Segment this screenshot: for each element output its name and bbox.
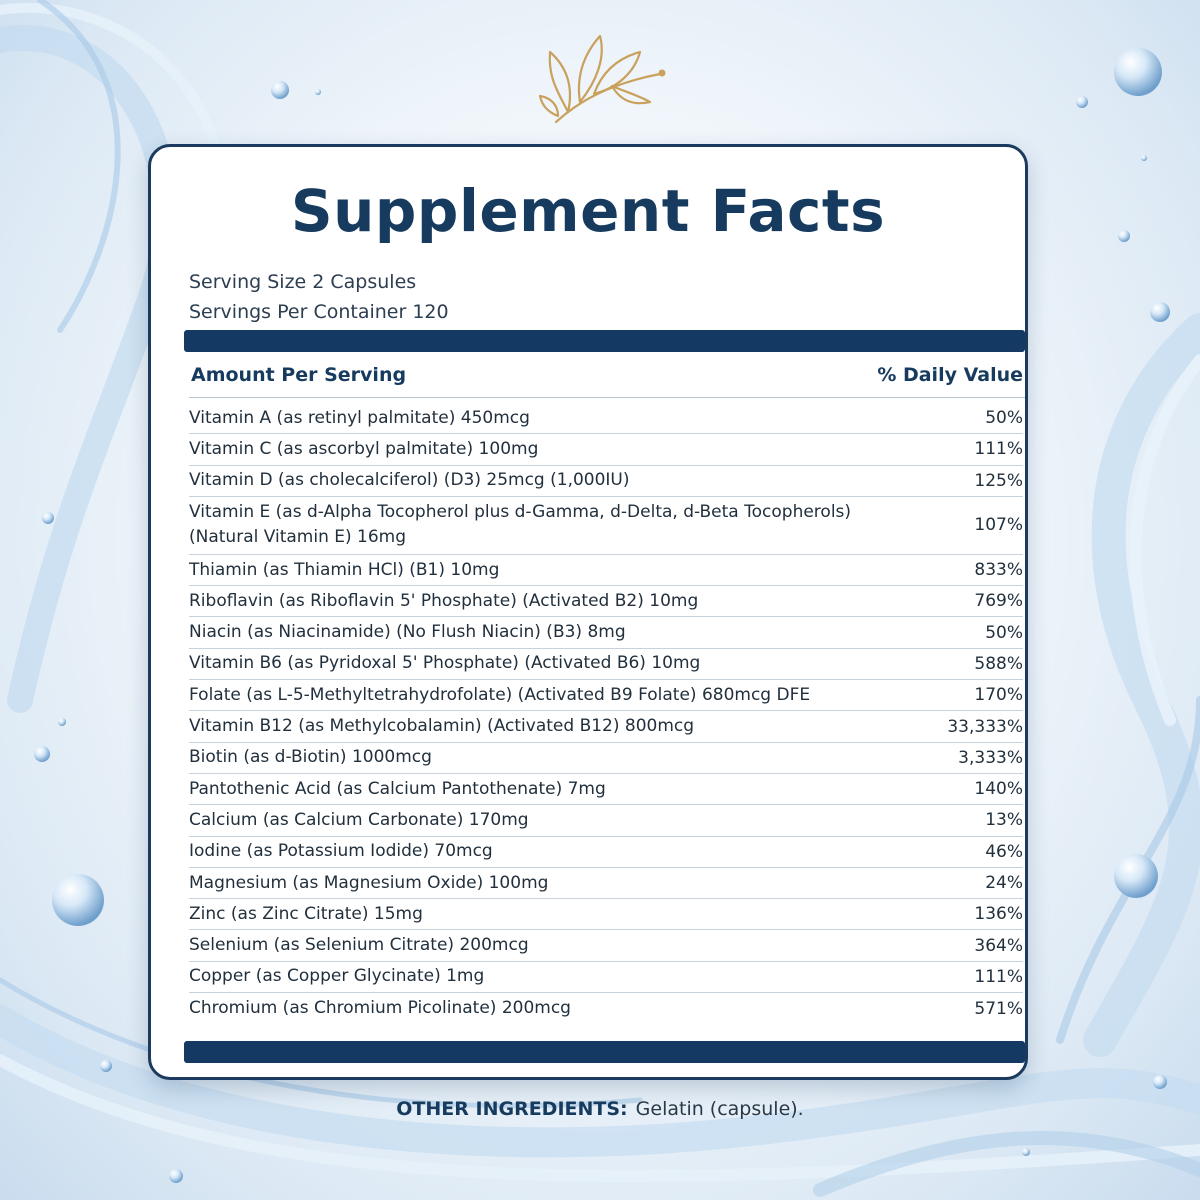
nutrient-dv: 46% xyxy=(985,841,1023,862)
table-row: Vitamin A (as retinyl palmitate) 450mcg 5… xyxy=(189,403,1023,435)
nutrient-name: Vitamin D (as cholecalciferol) (D3) 25mc… xyxy=(189,470,630,491)
table-row: Thiamin (as Thiamin HCl) (B1) 10mg 833% xyxy=(189,555,1023,587)
thick-rule-top xyxy=(184,330,1025,352)
table-row: Niacin (as Niacinamide) (No Flush Niacin… xyxy=(189,617,1023,649)
supplement-facts-panel: Supplement Facts Serving Size 2 Capsules… xyxy=(148,144,1028,1080)
nutrient-dv: 125% xyxy=(974,470,1023,491)
table-row: Folate (as L-5-Methyltetrahydrofolate) (… xyxy=(189,680,1023,712)
thick-rule-bottom xyxy=(184,1041,1025,1063)
nutrient-name: Thiamin (as Thiamin HCl) (B1) 10mg xyxy=(189,559,500,580)
nutrient-name: Niacin (as Niacinamide) (No Flush Niacin… xyxy=(189,622,626,643)
nutrient-dv: 588% xyxy=(974,653,1023,674)
nutrient-dv: 24% xyxy=(985,873,1023,893)
nutrient-dv: 140% xyxy=(974,779,1023,800)
nutrient-name: Vitamin C (as ascorbyl palmitate) 100mg xyxy=(189,438,539,459)
table-row: Vitamin E (as d-Alpha Tocopherol plus d-… xyxy=(189,497,1023,555)
nutrient-name: Vitamin B12 (as Methylcobalamin) (Activa… xyxy=(189,716,695,737)
nutrient-dv: 769% xyxy=(974,591,1023,612)
nutrient-dv: 571% xyxy=(974,998,1023,1019)
table-row: Iodine (as Potassium Iodide) 70mcg 46% xyxy=(189,837,1023,868)
table-row: Riboflavin (as Riboflavin 5' Phosphate) … xyxy=(189,586,1023,618)
nutrient-dv: 50% xyxy=(985,408,1023,429)
nutrient-dv: 13% xyxy=(985,810,1023,831)
nutrient-name: Folate (as L-5-Methyltetrahydrofolate) (… xyxy=(189,684,811,705)
nutrient-name: Calcium (as Calcium Carbonate) 170mg xyxy=(189,809,529,830)
nutrient-name: Iodine (as Potassium Iodide) 70mcg xyxy=(189,841,493,862)
table-row: Vitamin B12 (as Methylcobalamin) (Activa… xyxy=(189,711,1023,743)
servings-per-container: Servings Per Container 120 xyxy=(189,301,449,323)
other-ingredients-text: Gelatin (capsule). xyxy=(635,1098,804,1120)
table-row: Biotin (as d-Biotin) 1000mcg 3,333% xyxy=(189,743,1023,774)
nutrient-name: Biotin (as d-Biotin) 1000mcg xyxy=(189,747,432,768)
table-row: Zinc (as Zinc Citrate) 15mg 136% xyxy=(189,899,1023,931)
nutrient-dv: 50% xyxy=(985,622,1023,643)
table-row: Copper (as Copper Glycinate) 1mg 111% xyxy=(189,962,1023,994)
nutrient-dv: 833% xyxy=(974,560,1023,581)
table-row: Magnesium (as Magnesium Oxide) 100mg 24% xyxy=(189,868,1023,900)
nutrient-name: Copper (as Copper Glycinate) 1mg xyxy=(189,966,485,987)
table-row: Chromium (as Chromium Picolinate) 200mcg… xyxy=(189,993,1023,1024)
table-row: Calcium (as Calcium Carbonate) 170mg 13% xyxy=(189,805,1023,837)
serving-size: Serving Size 2 Capsules xyxy=(189,271,417,293)
nutrient-dv: 33,333% xyxy=(947,716,1023,737)
nutrient-name: Vitamin E (as d-Alpha Tocopherol plus d-… xyxy=(189,502,852,548)
nutrient-dv: 107% xyxy=(974,515,1023,536)
table-row: Vitamin D (as cholecalciferol) (D3) 25mc… xyxy=(189,466,1023,497)
table-row: Pantothenic Acid (as Calcium Pantothenat… xyxy=(189,774,1023,806)
header-divider xyxy=(189,397,1025,398)
nutrient-dv: 136% xyxy=(974,904,1023,925)
nutrient-name: Magnesium (as Magnesium Oxide) 100mg xyxy=(189,872,549,893)
table-header: Amount Per Serving % Daily Value xyxy=(191,359,1023,391)
nutrient-table: Vitamin A (as retinyl palmitate) 450mcg 5… xyxy=(189,403,1023,1024)
gold-leaf-sprig-icon xyxy=(538,34,666,124)
nutrient-dv: 364% xyxy=(974,935,1023,956)
nutrient-name: Vitamin A (as retinyl palmitate) 450mcg xyxy=(189,407,530,428)
panel-title: Supplement Facts xyxy=(290,177,886,245)
table-row: Vitamin C (as ascorbyl palmitate) 100mg 1… xyxy=(189,434,1023,466)
nutrient-dv: 111% xyxy=(974,439,1023,460)
serving-info: Serving Size 2 Capsules Servings Per Con… xyxy=(189,267,449,327)
nutrient-name: Pantothenic Acid (as Calcium Pantothenat… xyxy=(189,778,606,799)
nutrient-name: Vitamin B6 (as Pyridoxal 5' Phosphate) (… xyxy=(189,653,701,674)
other-ingredients-label: OTHER INGREDIENTS: xyxy=(396,1098,628,1120)
nutrient-name: Zinc (as Zinc Citrate) 15mg xyxy=(189,903,423,924)
nutrient-name: Chromium (as Chromium Picolinate) 200mcg xyxy=(189,998,571,1019)
nutrient-dv: 3,333% xyxy=(958,747,1023,768)
nutrient-name: Riboflavin (as Riboflavin 5' Phosphate) … xyxy=(189,590,699,611)
nutrient-name: Selenium (as Selenium Citrate) 200mcg xyxy=(189,935,529,956)
nutrient-dv: 111% xyxy=(974,966,1023,987)
table-row: Vitamin B6 (as Pyridoxal 5' Phosphate) (… xyxy=(189,649,1023,681)
daily-value-label: % Daily Value xyxy=(877,364,1023,386)
nutrient-dv: 170% xyxy=(974,685,1023,706)
amount-per-serving-label: Amount Per Serving xyxy=(191,364,407,386)
other-ingredients: OTHER INGREDIENTS: Gelatin (capsule). xyxy=(0,1098,1200,1120)
table-row: Selenium (as Selenium Citrate) 200mcg 364… xyxy=(189,930,1023,962)
